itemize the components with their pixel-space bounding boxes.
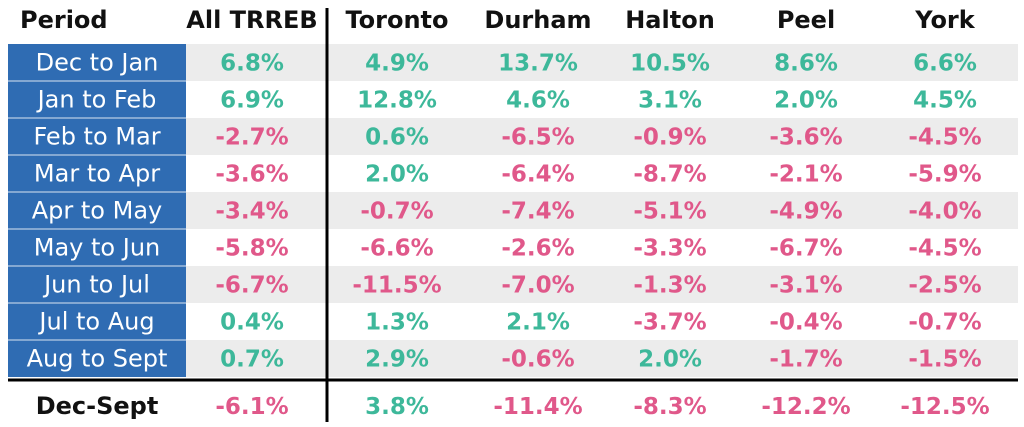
value-cell: -5.9% — [908, 162, 981, 188]
row-stripe — [186, 44, 1018, 81]
value-cell: -7.0% — [501, 273, 574, 299]
table-header: Period All TRREB Toronto Durham Halton Peel Yo… — [20, 6, 976, 34]
value-cell: -6.7% — [215, 273, 288, 299]
value-cell: -1.3% — [633, 273, 706, 299]
value-cell: 2.9% — [365, 347, 429, 373]
value-cell: -0.9% — [633, 125, 706, 151]
value-cell: -2.5% — [908, 273, 981, 299]
value-cell: -4.9% — [769, 199, 842, 225]
period-label: May to Jun — [34, 234, 160, 262]
value-cell: -4.5% — [908, 125, 981, 151]
value-cell: 0.4% — [220, 310, 284, 336]
value-cell: 3.1% — [638, 88, 702, 114]
total-value-cell: -12.2% — [761, 394, 850, 420]
value-cell: 6.8% — [220, 51, 284, 77]
total-value-cell: -11.4% — [493, 394, 582, 420]
header-all-trreb: All TRREB — [186, 6, 317, 34]
value-cell: -2.1% — [769, 162, 842, 188]
value-cell: -6.5% — [501, 125, 574, 151]
period-label: Dec to Jan — [36, 49, 159, 77]
value-cell: -2.7% — [215, 125, 288, 151]
value-cell: -3.3% — [633, 236, 706, 262]
value-cell: -5.8% — [215, 236, 288, 262]
row-stripes — [186, 44, 1018, 377]
period-label: Jan to Feb — [36, 86, 157, 114]
value-cell: -0.7% — [360, 199, 433, 225]
value-cell: 6.9% — [220, 88, 284, 114]
value-cell: 2.0% — [774, 88, 838, 114]
value-cell: 1.3% — [365, 310, 429, 336]
total-value-cell: -12.5% — [900, 394, 989, 420]
period-label: Mar to Apr — [34, 160, 160, 188]
value-cell: -6.7% — [769, 236, 842, 262]
value-cell: -6.6% — [360, 236, 433, 262]
value-cell: -0.4% — [769, 310, 842, 336]
period-column — [8, 44, 186, 377]
total-value-cell: 3.8% — [365, 394, 429, 420]
value-cell: -2.6% — [501, 236, 574, 262]
value-cell: -3.6% — [215, 162, 288, 188]
value-cell: 8.6% — [774, 51, 838, 77]
header-toronto: Toronto — [345, 6, 448, 34]
total-period-label: Dec-Sept — [36, 392, 159, 420]
divider-lines — [8, 8, 1018, 422]
value-cell: -5.1% — [633, 199, 706, 225]
value-cell: -3.7% — [633, 310, 706, 336]
value-cell: 0.7% — [220, 347, 284, 373]
row-stripe — [186, 192, 1018, 229]
period-label: Jun to Jul — [42, 271, 150, 299]
value-cell: -4.0% — [908, 199, 981, 225]
row-stripe — [186, 340, 1018, 377]
value-cell: 12.8% — [357, 88, 437, 114]
value-cell: 4.5% — [913, 88, 977, 114]
header-halton: Halton — [625, 6, 715, 34]
total-value-cell: -6.1% — [215, 394, 288, 420]
value-cell: -0.7% — [908, 310, 981, 336]
value-cell: 4.6% — [506, 88, 570, 114]
value-cell: 2.1% — [506, 310, 570, 336]
value-cell: -11.5% — [352, 273, 441, 299]
header-durham: Durham — [484, 6, 591, 34]
value-cell: 10.5% — [630, 51, 710, 77]
period-label: Feb to Mar — [33, 123, 160, 151]
header-period: Period — [20, 6, 108, 34]
period-label: Jul to Aug — [37, 308, 154, 336]
value-cell: 6.6% — [913, 51, 977, 77]
value-cell: -3.6% — [769, 125, 842, 151]
row-stripe — [186, 118, 1018, 155]
total-value-cell: -8.3% — [633, 394, 706, 420]
value-cell: -8.7% — [633, 162, 706, 188]
period-column-bg — [8, 44, 186, 377]
value-cell: -0.6% — [501, 347, 574, 373]
value-cell: -4.5% — [908, 236, 981, 262]
total-row: Dec-Sept -6.1% 3.8% -11.4% -8.3% -12.2% -12.5% — [36, 392, 990, 420]
value-cell: 0.6% — [365, 125, 429, 151]
header-peel: Peel — [777, 6, 835, 34]
period-label: Apr to May — [32, 197, 163, 225]
value-cell: -7.4% — [501, 199, 574, 225]
value-cell: 13.7% — [498, 51, 578, 77]
period-label: Aug to Sept — [27, 345, 168, 373]
table-body: Dec to Jan 6.8% 4.9% 13.7% 10.5% 8.6% 6.6% Jan … — [27, 49, 982, 373]
value-cell: 2.0% — [365, 162, 429, 188]
value-cell: -1.7% — [769, 347, 842, 373]
value-cell: -6.4% — [501, 162, 574, 188]
value-cell: -3.1% — [769, 273, 842, 299]
value-cell: 2.0% — [638, 347, 702, 373]
header-york: York — [914, 6, 976, 34]
value-cell: -3.4% — [215, 199, 288, 225]
value-cell: -1.5% — [908, 347, 981, 373]
row-stripe — [186, 266, 1018, 303]
value-cell: 4.9% — [365, 51, 429, 77]
